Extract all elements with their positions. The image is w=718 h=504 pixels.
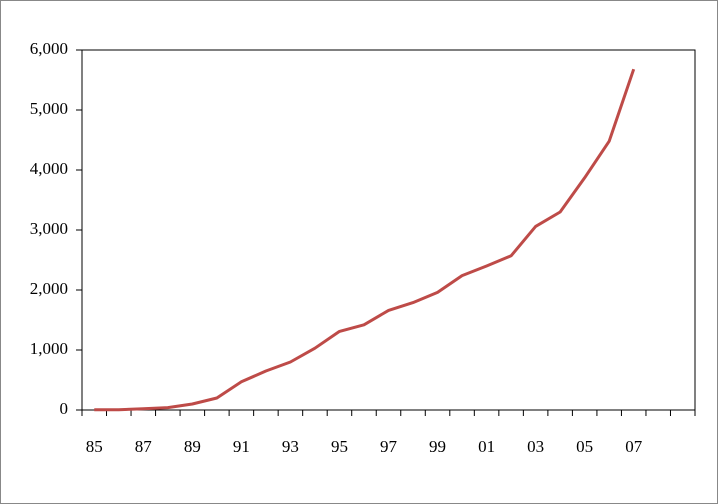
x-tick-label: 85	[86, 437, 103, 456]
y-tick-label: 6,000	[30, 39, 68, 58]
y-tick-label: 1,000	[30, 339, 68, 358]
x-tick-label: 89	[184, 437, 201, 456]
data-line	[94, 68, 636, 412]
y-tick-label: 0	[60, 399, 69, 418]
x-tick-label: 93	[282, 437, 299, 456]
x-tick-label: 91	[233, 437, 250, 456]
x-tick-label: 01	[478, 437, 495, 456]
x-tick-label: 07	[625, 437, 643, 456]
x-tick-label: 05	[576, 437, 593, 456]
x-tick-label: 95	[331, 437, 348, 456]
x-tick-label: 99	[429, 437, 446, 456]
x-tick-label: 03	[527, 437, 544, 456]
x-tick-label: 97	[380, 437, 398, 456]
x-tick-label: 87	[135, 437, 153, 456]
y-tick-label: 2,000	[30, 279, 68, 298]
y-tick-label: 4,000	[30, 159, 68, 178]
y-tick-label: 5,000	[30, 99, 68, 118]
y-tick-label: 3,000	[30, 219, 68, 238]
